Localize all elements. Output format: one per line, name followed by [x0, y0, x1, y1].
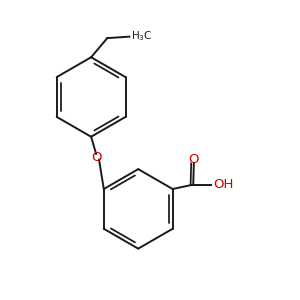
Text: O: O — [92, 151, 102, 164]
Text: OH: OH — [213, 178, 233, 191]
Text: O: O — [189, 153, 199, 167]
Text: $\mathrm{H_3C}$: $\mathrm{H_3C}$ — [130, 29, 152, 43]
